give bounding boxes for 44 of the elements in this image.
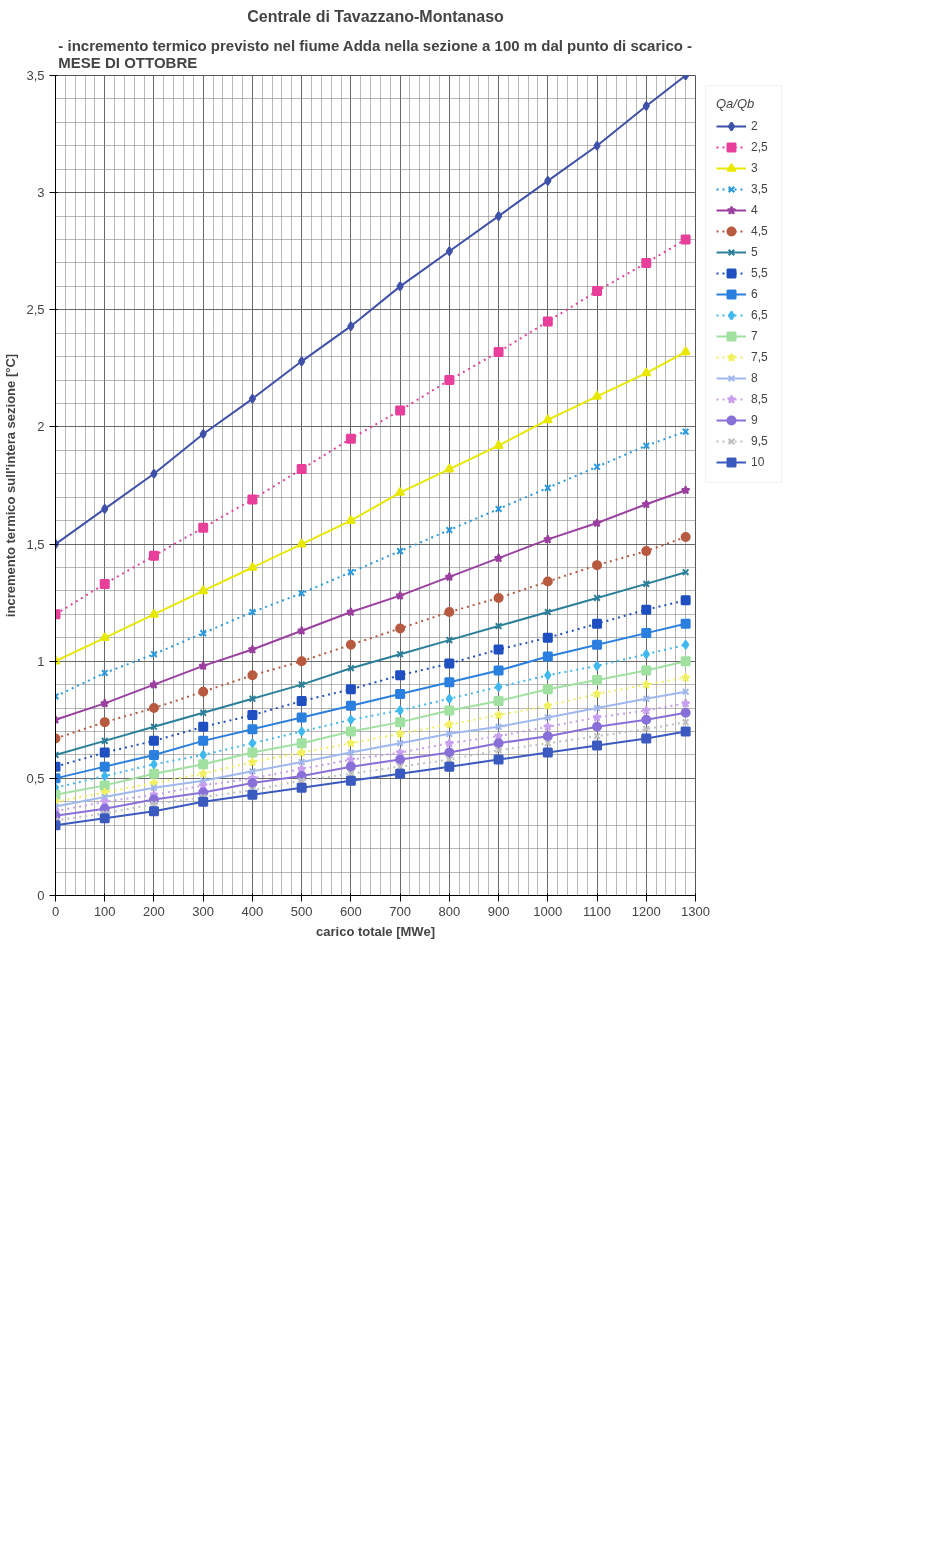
x-tick-label: 1000 xyxy=(533,903,563,919)
legend-title: Qa/Qb xyxy=(716,96,756,111)
x-tick-label: 900 xyxy=(487,903,510,919)
legend-label: 10 xyxy=(751,455,766,469)
legend-label: 2,5 xyxy=(751,140,769,154)
legend-label: 8,5 xyxy=(751,392,769,406)
legend-label: 6 xyxy=(751,287,759,301)
x-tick-label: 700 xyxy=(389,903,411,919)
x-tick-label: 1300 xyxy=(681,903,710,919)
x-tick-label: 800 xyxy=(438,903,461,919)
y-tick-label: 0,5 xyxy=(26,770,45,786)
x-tick-label: 200 xyxy=(143,903,165,919)
y-tick-label: 2 xyxy=(37,419,45,435)
legend-label: 9,5 xyxy=(751,434,769,448)
x-tick-label: 300 xyxy=(192,903,215,919)
y-tick-label: 3 xyxy=(37,185,45,201)
y-tick-label: 2,5 xyxy=(26,302,45,318)
y-tick-label: 0 xyxy=(37,888,45,903)
legend-label: 5 xyxy=(751,245,759,259)
x-tick-label: 0 xyxy=(51,903,60,919)
x-tick-label: 500 xyxy=(290,903,313,919)
legend-label: 4,5 xyxy=(751,224,769,238)
legend-label: 7,5 xyxy=(751,350,769,364)
x-tick-label: 600 xyxy=(340,903,362,919)
y-tick-label: 1 xyxy=(37,653,45,669)
legend-label: 5,5 xyxy=(751,266,769,280)
legend-label: 7 xyxy=(751,329,759,343)
y-tick-label: 3,5 xyxy=(26,68,45,83)
legend-label: 4 xyxy=(751,203,759,217)
x-tick-label: 400 xyxy=(241,903,264,919)
y-axis-title: incremento termico sull'intera sezione [°C] xyxy=(3,353,19,618)
legend-label: 3,5 xyxy=(751,182,769,196)
x-axis-title: carico totale [MWe] xyxy=(316,923,435,939)
chart-subtitle: - incremento termico previsto nel fiume Adda nella sezione a 100 m dal punto di scarico - MESE DI OTTOBRE xyxy=(58,36,693,71)
chart-title: Centrale di Tavazzano-Montanaso xyxy=(247,7,505,25)
legend-label: 9 xyxy=(751,413,759,427)
y-tick-label: 1,5 xyxy=(26,536,45,552)
x-tick-label: 100 xyxy=(93,903,116,919)
legend-label: 2 xyxy=(751,119,759,133)
legend-label: 8 xyxy=(751,371,759,385)
x-tick-label: 1100 xyxy=(583,903,612,919)
x-tick-label: 1200 xyxy=(631,903,661,919)
legend-label: 6,5 xyxy=(751,308,769,322)
legend-label: 3 xyxy=(751,161,759,175)
